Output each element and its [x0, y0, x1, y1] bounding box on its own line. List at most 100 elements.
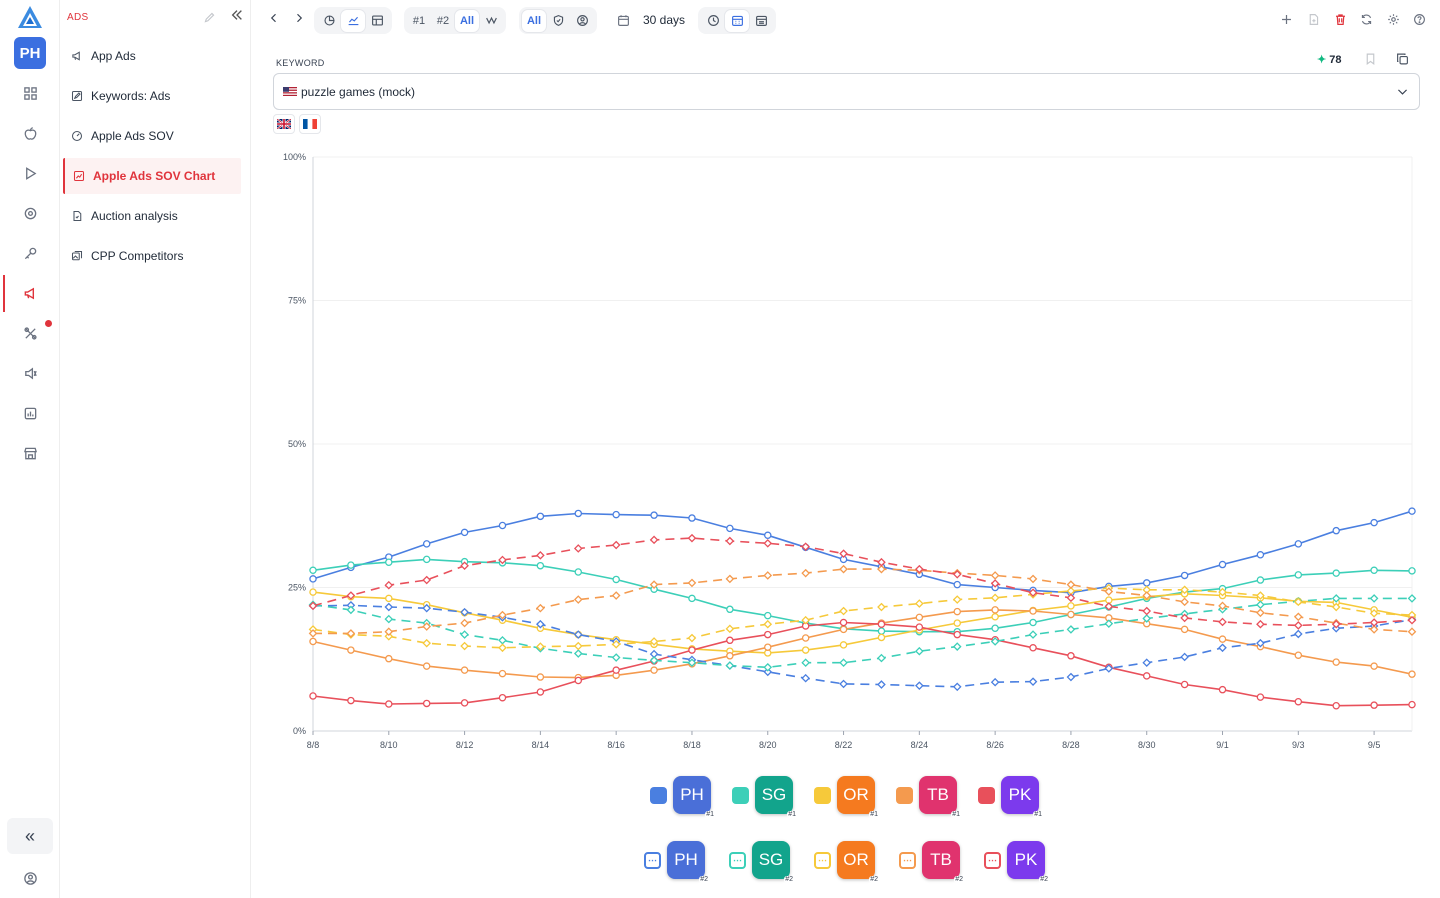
data-point[interactable]: [573, 630, 583, 639]
data-point[interactable]: [498, 555, 507, 565]
data-point[interactable]: [384, 614, 394, 624]
data-point[interactable]: [1331, 594, 1341, 603]
data-point[interactable]: [1293, 597, 1303, 607]
data-point[interactable]: [536, 688, 545, 696]
data-point[interactable]: [1294, 571, 1303, 579]
data-point[interactable]: [877, 653, 886, 663]
data-point[interactable]: [1180, 597, 1189, 607]
data-point[interactable]: [801, 658, 810, 668]
data-point[interactable]: [839, 618, 848, 627]
data-point[interactable]: [309, 566, 317, 575]
data-point[interactable]: [725, 624, 735, 634]
data-point[interactable]: [460, 528, 469, 537]
data-point[interactable]: [346, 629, 356, 638]
data-point[interactable]: [1180, 613, 1189, 623]
data-point[interactable]: [952, 569, 962, 579]
forward-icon[interactable]: [293, 11, 305, 27]
data-point[interactable]: [347, 696, 355, 705]
data-point[interactable]: [915, 599, 924, 608]
data-point[interactable]: [1370, 566, 1378, 575]
data-point[interactable]: [1218, 601, 1227, 611]
data-point[interactable]: [347, 646, 355, 654]
data-point[interactable]: [1067, 652, 1075, 660]
data-point[interactable]: [877, 564, 886, 574]
series-pk-rank-1[interactable]: [309, 618, 1416, 710]
data-point[interactable]: [1029, 618, 1037, 627]
data-point[interactable]: [839, 606, 848, 616]
data-point[interactable]: [309, 588, 317, 596]
data-point[interactable]: [952, 595, 962, 604]
data-point[interactable]: [1293, 612, 1303, 622]
data-point[interactable]: [801, 568, 810, 578]
series-tb-rank-2[interactable]: [308, 564, 1417, 638]
data-point[interactable]: [384, 602, 394, 612]
sidebar-item-apple-ads-sov-chart[interactable]: Apple Ads SOV Chart: [63, 158, 241, 194]
collapse-rail-button[interactable]: «: [7, 818, 53, 854]
data-point[interactable]: [460, 699, 469, 707]
data-point[interactable]: [612, 510, 620, 519]
data-point[interactable]: [460, 561, 469, 571]
data-point[interactable]: [1331, 602, 1341, 612]
data-point[interactable]: [574, 676, 583, 685]
pencil-icon[interactable]: [203, 11, 216, 27]
workspace-avatar[interactable]: PH: [14, 37, 46, 69]
data-point[interactable]: [1066, 625, 1076, 634]
rank-2-button[interactable]: #2: [436, 14, 450, 27]
data-point[interactable]: [1332, 701, 1340, 710]
legend-item-or-rank-1[interactable]: OR #1: [814, 776, 879, 818]
legend-item-sg-rank-1[interactable]: SG #1: [732, 776, 797, 818]
data-point[interactable]: [460, 607, 469, 617]
data-point[interactable]: [536, 551, 545, 560]
data-point[interactable]: [763, 619, 773, 629]
series-or-rank-1[interactable]: [309, 588, 1416, 657]
data-point[interactable]: [460, 666, 469, 674]
data-point[interactable]: [877, 680, 886, 689]
data-point[interactable]: [763, 538, 773, 548]
data-point[interactable]: [725, 536, 735, 546]
data-point[interactable]: [384, 631, 394, 641]
data-point[interactable]: [687, 533, 697, 543]
collapse-sidebar-icon[interactable]: [230, 8, 244, 27]
bookmark-icon[interactable]: [1364, 52, 1377, 71]
data-point[interactable]: [498, 669, 507, 678]
data-point[interactable]: [536, 603, 545, 613]
data-point[interactable]: [1256, 591, 1265, 600]
data-point[interactable]: [1407, 615, 1417, 625]
data-point[interactable]: [801, 634, 810, 642]
data-point[interactable]: [763, 662, 773, 672]
data-point[interactable]: [385, 558, 393, 566]
eye-icon[interactable]: [20, 203, 40, 223]
compare-icon[interactable]: [479, 10, 503, 32]
series-or-rank-2[interactable]: [308, 583, 1417, 653]
data-point[interactable]: [573, 595, 583, 604]
rank-1-button[interactable]: #1: [412, 14, 426, 27]
data-point[interactable]: [725, 661, 735, 670]
data-point[interactable]: [1142, 579, 1151, 587]
tools-icon[interactable]: [20, 323, 40, 343]
data-point[interactable]: [915, 646, 924, 656]
data-point[interactable]: [573, 641, 583, 651]
data-point[interactable]: [1256, 600, 1265, 610]
data-point[interactable]: [308, 629, 318, 638]
data-point[interactable]: [915, 623, 924, 631]
data-point[interactable]: [839, 679, 848, 689]
data-point[interactable]: [460, 630, 469, 639]
rank-all-button[interactable]: All: [455, 9, 479, 32]
data-point[interactable]: [1256, 608, 1265, 618]
table-view-icon[interactable]: [365, 10, 389, 32]
data-point[interactable]: [1104, 602, 1114, 611]
data-point[interactable]: [498, 693, 507, 702]
trash-icon[interactable]: [1333, 12, 1347, 26]
data-point[interactable]: [1293, 629, 1303, 639]
data-point[interactable]: [687, 578, 697, 588]
data-point[interactable]: [688, 594, 696, 603]
data-point[interactable]: [1104, 664, 1114, 673]
account-icon[interactable]: [20, 868, 40, 888]
data-point[interactable]: [1142, 672, 1151, 680]
data-point[interactable]: [1408, 567, 1416, 575]
data-point[interactable]: [726, 605, 734, 614]
user-circle-icon[interactable]: [570, 10, 594, 32]
keyword-select[interactable]: puzzle games (mock): [273, 73, 1420, 110]
series-pk-rank-2[interactable]: [308, 533, 1417, 630]
data-point[interactable]: [422, 555, 431, 564]
